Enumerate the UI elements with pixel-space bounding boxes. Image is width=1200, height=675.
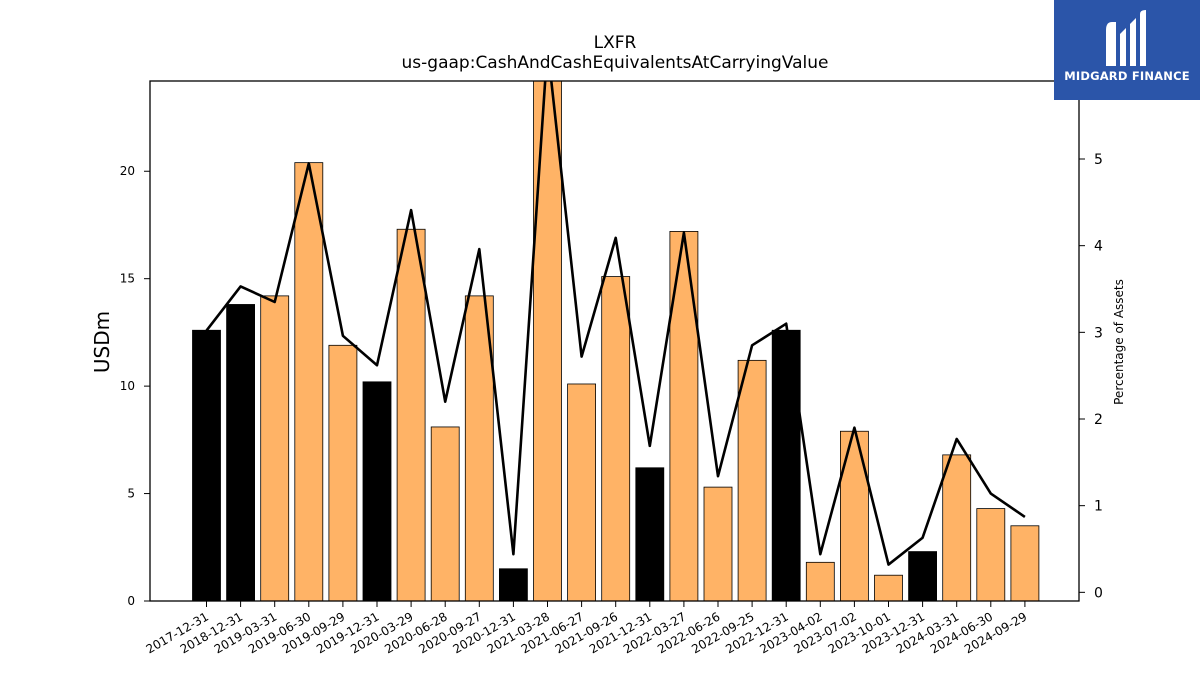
y2-axis-label: Percentage of Assets — [1112, 279, 1126, 405]
bar-2017-12-31 — [192, 329, 221, 601]
chart-subtitle: us-gaap:CashAndCashEquivalentsAtCarrying… — [402, 53, 829, 73]
bar-2021-12-31 — [635, 467, 665, 601]
y2-tick-label: 2 — [1094, 412, 1103, 428]
bar-2020-12-31 — [498, 568, 528, 601]
y-tick-label: 15 — [120, 272, 135, 286]
y-tick-label: 0 — [127, 594, 135, 608]
bar-2021-09-26 — [601, 276, 631, 601]
bar-2021-03-28 — [533, 81, 562, 601]
bar-2024-03-31 — [942, 454, 972, 601]
bar-2019-12-31 — [362, 381, 392, 601]
bar-2024-06-30 — [976, 508, 1006, 601]
logo-mark-icon — [1106, 10, 1146, 66]
bar-2021-06-27 — [567, 383, 596, 601]
logo: MIDGARD FINANCE — [1054, 0, 1200, 100]
line-layer — [205, 81, 1026, 566]
y2-tick-label: 1 — [1094, 499, 1103, 515]
bar-2019-06-30 — [294, 162, 324, 601]
bar-2022-12-31 — [771, 329, 801, 601]
bar-2023-07-02 — [840, 430, 869, 601]
bar-2020-09-27 — [464, 295, 494, 601]
bar-2022-06-26 — [703, 486, 733, 601]
y2-tick-label: 3 — [1094, 325, 1103, 341]
y2-tick-label: 0 — [1094, 585, 1103, 601]
bar-2022-09-25 — [737, 359, 767, 601]
bar-2023-10-01 — [874, 574, 903, 601]
bar-2023-04-02 — [805, 561, 835, 601]
chart-title: LXFR — [594, 33, 637, 53]
bar-2018-12-31 — [226, 304, 256, 601]
y2-axis-ticks: 0 1 2 3 4 5 — [1079, 152, 1103, 601]
bar-2020-03-29 — [396, 228, 426, 601]
y-tick-label: 5 — [127, 487, 135, 501]
logo-text: MIDGARD FINANCE — [1064, 69, 1190, 83]
bar-2023-12-31 — [908, 551, 937, 601]
y-tick-label: 20 — [120, 164, 135, 178]
x-axis-ticks: 2017-12-312018-12-312019-03-312019-06-30… — [144, 601, 1029, 656]
y2-tick-label: 4 — [1094, 239, 1103, 255]
y2-tick-label: 5 — [1094, 152, 1103, 168]
bar-2024-09-29 — [1010, 525, 1040, 601]
bar-2019-09-29 — [328, 344, 358, 601]
y-axis-ticks: 0 5 10 15 20 — [120, 164, 150, 608]
percentage-line — [205, 81, 1026, 566]
bars — [192, 81, 1040, 601]
y-tick-label: 10 — [120, 379, 135, 393]
plot-frame — [149, 80, 1080, 602]
y-axis-label: USDm — [90, 311, 114, 373]
bar-2020-06-28 — [430, 426, 460, 601]
bar-2019-03-31 — [260, 295, 290, 601]
